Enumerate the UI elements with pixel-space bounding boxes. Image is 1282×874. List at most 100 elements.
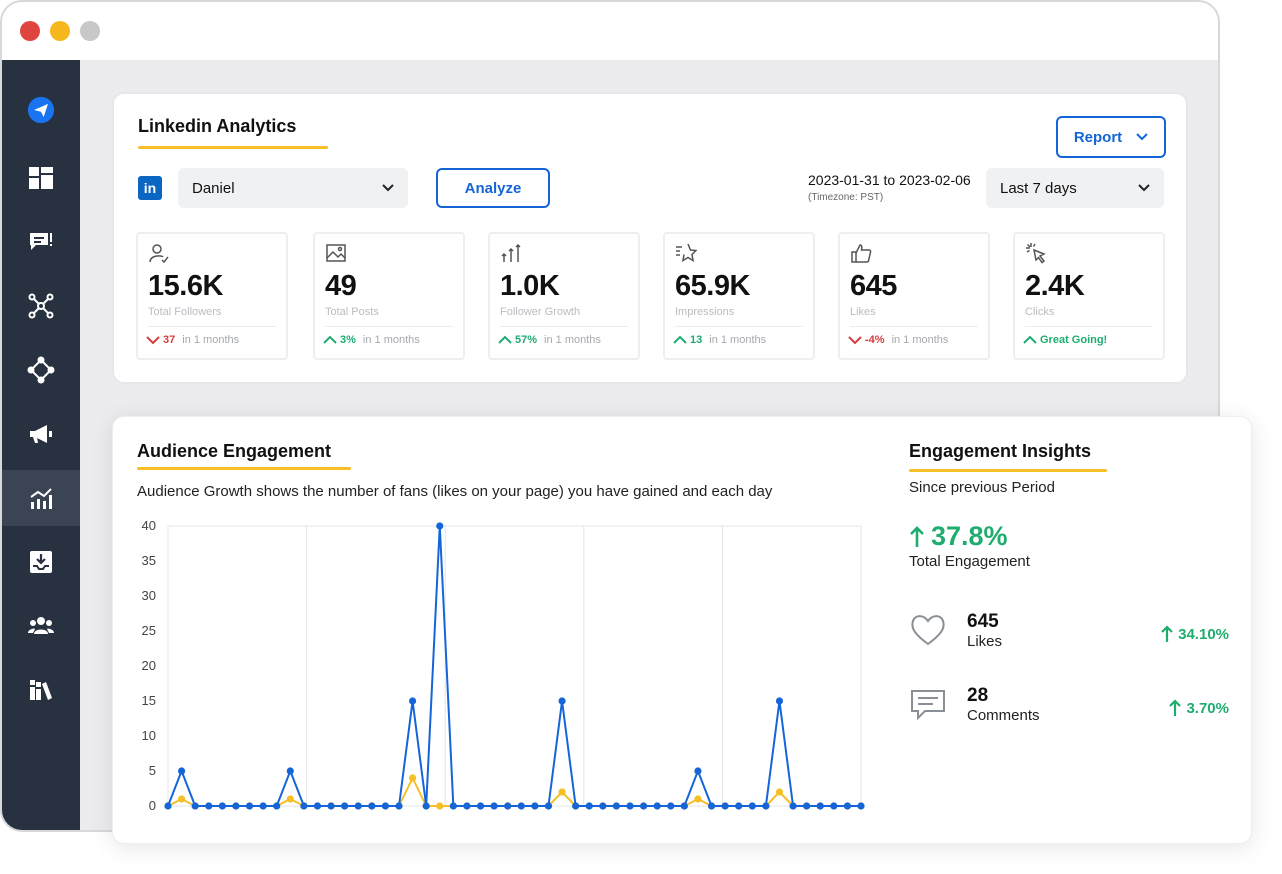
inbox-download-icon [30, 551, 52, 573]
messages-icon [30, 233, 52, 250]
period-select[interactable]: Last 7 days [986, 168, 1164, 208]
close-window-button[interactable] [20, 21, 40, 41]
sidebar-item-messages[interactable] [2, 214, 80, 270]
network-icon [28, 293, 54, 319]
stat-change-period: in 1 months [182, 334, 240, 346]
stat-value: 1.0K [500, 270, 560, 302]
audience-engagement-card: Audience Engagement Audience Growth show… [112, 416, 1252, 844]
follower-icon [149, 244, 169, 264]
stat-label: Follower Growth [500, 306, 581, 318]
sidebar-item-network[interactable] [2, 278, 80, 334]
stat-change-value: 57% [515, 334, 538, 346]
stat-change: 13 in 1 months [673, 334, 766, 346]
y-tick-label: 15 [142, 693, 156, 708]
arrow-up-icon [673, 335, 687, 344]
sidebar-item-hub[interactable] [2, 342, 80, 398]
y-tick-label: 0 [149, 798, 156, 813]
comment-icon [911, 690, 945, 721]
stat-value: 2.4K [1025, 270, 1085, 302]
engagement-line-chart: 0 5 10 15 20 25 30 35 40 [142, 518, 865, 813]
data-point [232, 802, 240, 810]
stat-change-value: Great Going! [1040, 334, 1108, 346]
account-select[interactable]: Daniel [178, 168, 408, 208]
megaphone-icon [30, 425, 52, 443]
data-point [612, 802, 621, 810]
y-tick-label: 10 [142, 728, 156, 743]
title-underline [909, 469, 1107, 472]
stat-change-value: 13 [690, 334, 703, 346]
arrow-down-icon [848, 336, 862, 345]
data-point [775, 788, 784, 796]
library-icon [30, 680, 52, 700]
total-engagement-label: Total Engagement [909, 553, 1030, 570]
data-point [762, 802, 770, 810]
maximize-window-button[interactable] [80, 21, 100, 41]
analyze-button[interactable]: Analyze [436, 168, 550, 208]
data-point [504, 802, 512, 810]
data-point [368, 802, 376, 810]
data-point [803, 802, 811, 810]
sidebar-item-inbox[interactable] [2, 534, 80, 590]
stat-change-period: in 1 months [891, 334, 949, 346]
data-point [830, 802, 838, 810]
metric-label: Comments [967, 707, 1040, 724]
date-range: 2023-01-31 to 2023-02-06 [808, 172, 971, 188]
data-point [327, 802, 335, 810]
divider [500, 326, 628, 327]
data-point [857, 802, 865, 810]
stat-change: Great Going! [1023, 334, 1107, 346]
data-point [707, 802, 716, 810]
arrow-up-icon [323, 335, 337, 344]
stat-change-value: 3% [340, 334, 356, 346]
title-bar [2, 2, 1218, 60]
sidebar-item-team[interactable] [2, 598, 80, 654]
data-point [544, 802, 553, 810]
analytics-icon [30, 488, 52, 509]
y-tick-label: 20 [142, 658, 156, 673]
data-point [599, 802, 607, 810]
sidebar-item-analytics[interactable] [2, 470, 80, 526]
data-point [694, 795, 702, 803]
stat-change: 3% in 1 months [323, 334, 420, 346]
metric-change: 3.70% [1169, 699, 1229, 717]
stat-value: 65.9K [675, 270, 750, 302]
sidebar-item-dashboard[interactable] [2, 150, 80, 206]
star-icon [676, 243, 697, 262]
stat-label: Total Followers [148, 306, 222, 318]
metric-change-value: 3.70% [1186, 699, 1229, 717]
data-point [313, 802, 322, 810]
chevron-down-icon [382, 184, 394, 192]
sidebar-item-send[interactable] [2, 82, 80, 138]
stat-change: -4% in 1 months [848, 334, 948, 346]
sidebar [2, 60, 80, 830]
metric-change-value: 34.10% [1178, 625, 1229, 643]
data-point [735, 802, 743, 810]
data-point [694, 767, 702, 775]
sidebar-item-library[interactable] [2, 662, 80, 718]
stat-change-period: in 1 months [544, 334, 601, 346]
engagement-subtitle: Audience Growth shows the number of fans… [137, 483, 773, 500]
stat-card-posts: 49 Total Posts 3% in 1 months [313, 232, 465, 360]
data-point [572, 802, 580, 810]
data-point [721, 802, 729, 810]
growth-icon [501, 243, 521, 262]
stat-change-period: in 1 months [362, 334, 420, 346]
y-tick-label: 35 [142, 553, 156, 568]
report-button[interactable]: Report [1056, 116, 1166, 158]
divider [850, 326, 978, 327]
data-point [558, 697, 566, 705]
arrow-up-icon [910, 525, 924, 547]
sidebar-item-campaigns[interactable] [2, 406, 80, 462]
data-point [463, 802, 471, 810]
stat-card-follower-growth: 1.0K Follower Growth 57% in 1 months [488, 232, 640, 360]
stat-label: Impressions [675, 306, 735, 318]
stat-label: Likes [850, 306, 876, 318]
insights-since: Since previous Period [909, 479, 1055, 496]
data-point [177, 767, 186, 775]
minimize-window-button[interactable] [50, 21, 70, 41]
image-icon [326, 244, 346, 262]
likes-metric: 645 Likes 34.10% [909, 611, 1229, 661]
data-point [273, 802, 281, 810]
metric-value: 645 [967, 611, 999, 632]
data-point [775, 697, 784, 705]
